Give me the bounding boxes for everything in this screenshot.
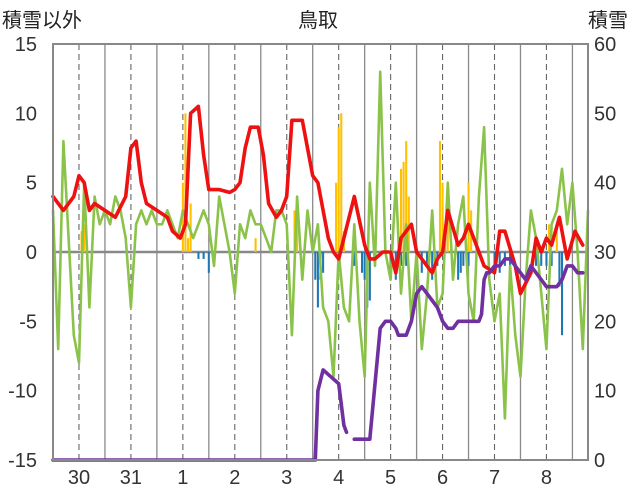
red-series-line [51, 104, 585, 296]
orange-bar [405, 141, 408, 252]
orange-bar [407, 196, 410, 252]
x-tick-label: 1 [177, 467, 188, 489]
orange-bar [296, 224, 299, 252]
right-y-tick-label: 60 [594, 34, 616, 56]
orange-bar [399, 168, 403, 252]
orange-bar [441, 182, 444, 252]
blue-bar [202, 252, 205, 259]
blue-bar [353, 252, 356, 266]
blue-bar [368, 252, 371, 301]
blue-bar [498, 252, 501, 273]
right-y-tick-label: 50 [594, 103, 616, 125]
blue-bar [431, 252, 434, 280]
blue-bar [361, 252, 364, 273]
orange-bar [254, 238, 257, 252]
x-tick-label: 6 [437, 467, 448, 489]
orange-bar [555, 224, 558, 252]
blue-bar [467, 252, 470, 266]
blue-bar [399, 252, 403, 266]
blue-bar [314, 252, 317, 280]
blue-bar [405, 252, 408, 266]
left-y-tick-label: -15 [8, 450, 37, 472]
right-axis-label: 積雪 [588, 10, 628, 32]
blue-bar [363, 252, 366, 280]
x-tick-label: 2 [229, 467, 240, 489]
blue-bar [207, 252, 210, 273]
blue-bar [550, 252, 553, 266]
orange-bar [467, 182, 470, 252]
left-y-tick-label: 10 [15, 103, 37, 125]
blue-bar [322, 252, 325, 273]
left-y-tick-label: 0 [26, 242, 37, 264]
blue-bar [560, 252, 564, 336]
x-tick-label: 5 [385, 467, 396, 489]
x-tick-label: 8 [541, 467, 552, 489]
green-series-line [51, 70, 590, 420]
left-y-tick-label: -5 [19, 311, 37, 333]
blue-bar [462, 252, 465, 266]
blue-bar [420, 252, 423, 273]
orange-bar [446, 210, 449, 252]
orange-bar [83, 224, 86, 252]
right-y-tick-label: 30 [594, 242, 616, 264]
blue-bar [316, 252, 319, 308]
plot-frame [52, 43, 589, 461]
orange-bar [335, 182, 338, 252]
blue-bar [545, 252, 548, 266]
right-y-tick-label: 10 [594, 381, 616, 403]
right-y-tick-label: 40 [594, 173, 616, 195]
right-y-tick-label: 0 [594, 450, 605, 472]
x-tick-label: 7 [489, 467, 500, 489]
orange-bar [340, 113, 343, 252]
left-y-tick-label: -10 [8, 381, 37, 403]
x-tick-label: 31 [120, 467, 142, 489]
orange-bar [184, 113, 187, 252]
orange-bar [548, 224, 551, 252]
blue-bar [425, 252, 429, 266]
orange-bar [187, 238, 190, 252]
blue-bar [535, 252, 538, 266]
right-y-tick-label: 20 [594, 311, 616, 333]
chart-title: 鳥取 [298, 10, 338, 32]
blue-bar [540, 252, 543, 266]
left-axis-label: 積雪以外 [2, 10, 82, 32]
blue-bar [558, 252, 561, 287]
left-y-tick-label: 15 [15, 34, 37, 56]
orange-bar [438, 141, 442, 252]
x-tick-label: 3 [281, 467, 292, 489]
left-y-tick-label: 5 [26, 173, 37, 195]
x-tick-label: 30 [68, 467, 90, 489]
orange-bar [402, 161, 405, 252]
blue-bar [457, 252, 460, 280]
blue-bar [197, 252, 200, 259]
orange-bar [337, 127, 340, 252]
blue-bar [459, 252, 462, 273]
x-tick-label: 4 [333, 467, 344, 489]
